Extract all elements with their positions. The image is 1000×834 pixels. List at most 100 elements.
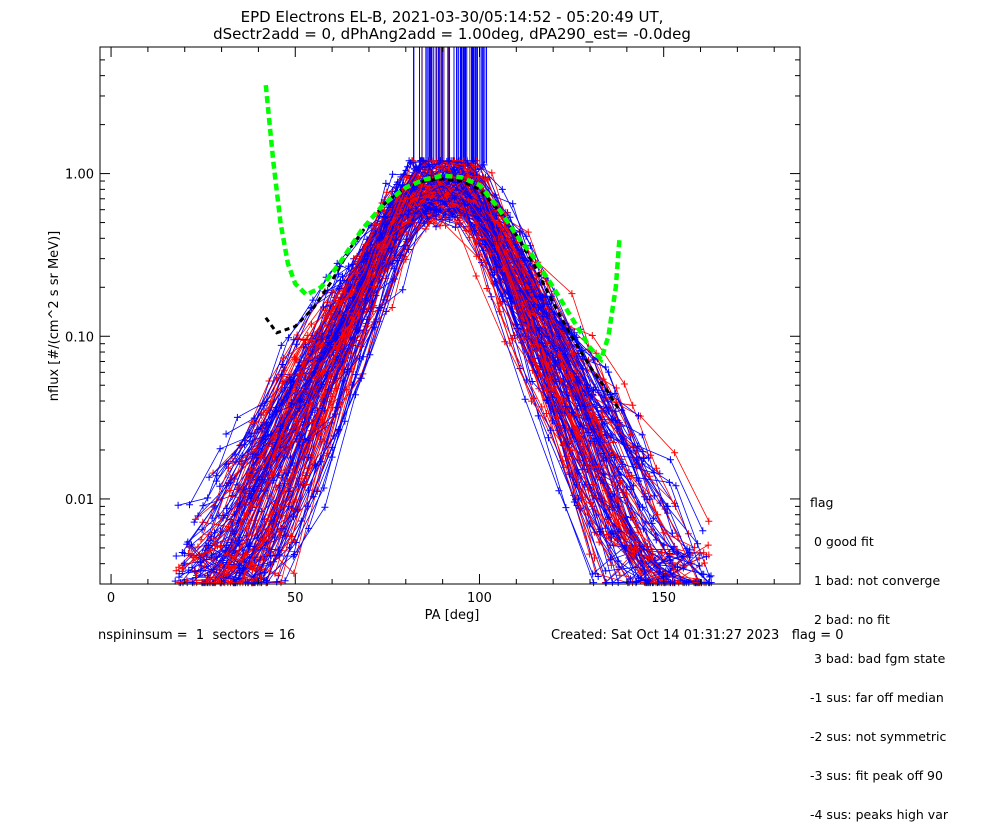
data-point (245, 490, 253, 498)
data-point (399, 286, 407, 294)
data-point (432, 223, 440, 231)
data-point (216, 482, 224, 490)
data-point (594, 573, 602, 580)
data-point (354, 270, 362, 277)
data-point (345, 262, 353, 270)
data-point (627, 431, 635, 439)
data-point (285, 334, 293, 342)
data-point (597, 476, 605, 484)
data-point (389, 170, 397, 178)
data-point (520, 335, 528, 343)
trace-line (182, 169, 709, 571)
data-point (305, 486, 312, 494)
data-point (356, 354, 363, 362)
data-point (436, 222, 444, 230)
data-point (215, 512, 223, 520)
legend-item: 3 bad: bad fgm state (810, 651, 946, 666)
x-tick-label: 0 (107, 591, 115, 606)
data-point (256, 452, 264, 460)
data-point (639, 525, 647, 533)
data-point (528, 286, 536, 294)
data-point (616, 571, 624, 579)
x-tick-label: 100 (467, 591, 492, 606)
data-point (275, 551, 283, 559)
data-point (528, 378, 536, 385)
data-point (422, 188, 430, 196)
legend-item: 1 bad: not converge (810, 573, 941, 588)
data-point (543, 386, 551, 394)
data-point (466, 193, 474, 201)
data-point (617, 421, 625, 429)
data-point (705, 517, 713, 525)
data-point (357, 374, 365, 382)
data-point (279, 361, 287, 368)
legend-item: -1 sus: far off median (810, 690, 944, 705)
data-point (279, 430, 287, 438)
data-point (404, 163, 412, 171)
data-point (352, 371, 360, 379)
data-point (524, 228, 532, 236)
data-point (509, 234, 517, 242)
data-point (610, 439, 617, 446)
flag-legend: flag 0 good fit 1 bad: not converge 2 ba… (810, 470, 948, 834)
data-point (573, 410, 581, 418)
data-point (260, 534, 268, 542)
data-point (521, 395, 529, 403)
trace-line (247, 165, 589, 583)
data-point (420, 157, 428, 165)
data-point (535, 304, 542, 311)
data-point (544, 397, 552, 404)
data-point (552, 377, 560, 385)
data-point (483, 285, 491, 292)
data-point (561, 351, 569, 359)
data-point (388, 259, 396, 267)
data-point (570, 498, 578, 506)
x-tick-label: 150 (651, 591, 676, 606)
data-point (602, 579, 610, 587)
trace-line (227, 181, 679, 583)
data-point (383, 188, 391, 196)
data-point (635, 574, 643, 582)
data-point (331, 342, 339, 350)
data-point (286, 543, 293, 551)
data-point (645, 554, 653, 562)
data-point (534, 412, 542, 420)
data-point (174, 501, 182, 509)
data-point (656, 564, 664, 572)
data-point (434, 178, 442, 186)
data-point (341, 289, 349, 297)
data-point (378, 247, 386, 255)
data-point (372, 229, 380, 237)
data-point (443, 167, 451, 175)
data-point (371, 323, 379, 331)
data-point (547, 426, 555, 434)
data-point (652, 464, 660, 472)
data-point (352, 325, 360, 333)
data-point (369, 307, 377, 315)
data-point (271, 434, 279, 442)
data-point (474, 173, 482, 181)
data-point (602, 567, 610, 575)
data-point (465, 234, 473, 242)
data-point (261, 569, 269, 577)
data-point (451, 194, 459, 202)
data-point (186, 550, 194, 558)
data-point (405, 157, 413, 165)
data-point (328, 289, 336, 297)
data-point (312, 462, 320, 470)
data-point (590, 386, 597, 394)
data-point (238, 565, 246, 572)
data-point (250, 414, 258, 422)
data-point (646, 495, 654, 503)
data-point (671, 449, 679, 457)
data-point (252, 446, 260, 454)
data-point (189, 554, 197, 562)
footer-right: Created: Sat Oct 14 01:31:27 2023 flag =… (551, 628, 844, 643)
data-point (372, 220, 380, 228)
data-point (356, 326, 364, 334)
data-point (578, 493, 586, 501)
data-point (609, 504, 617, 512)
data-point (632, 579, 640, 587)
data-point (590, 481, 598, 489)
data-point (445, 164, 452, 171)
